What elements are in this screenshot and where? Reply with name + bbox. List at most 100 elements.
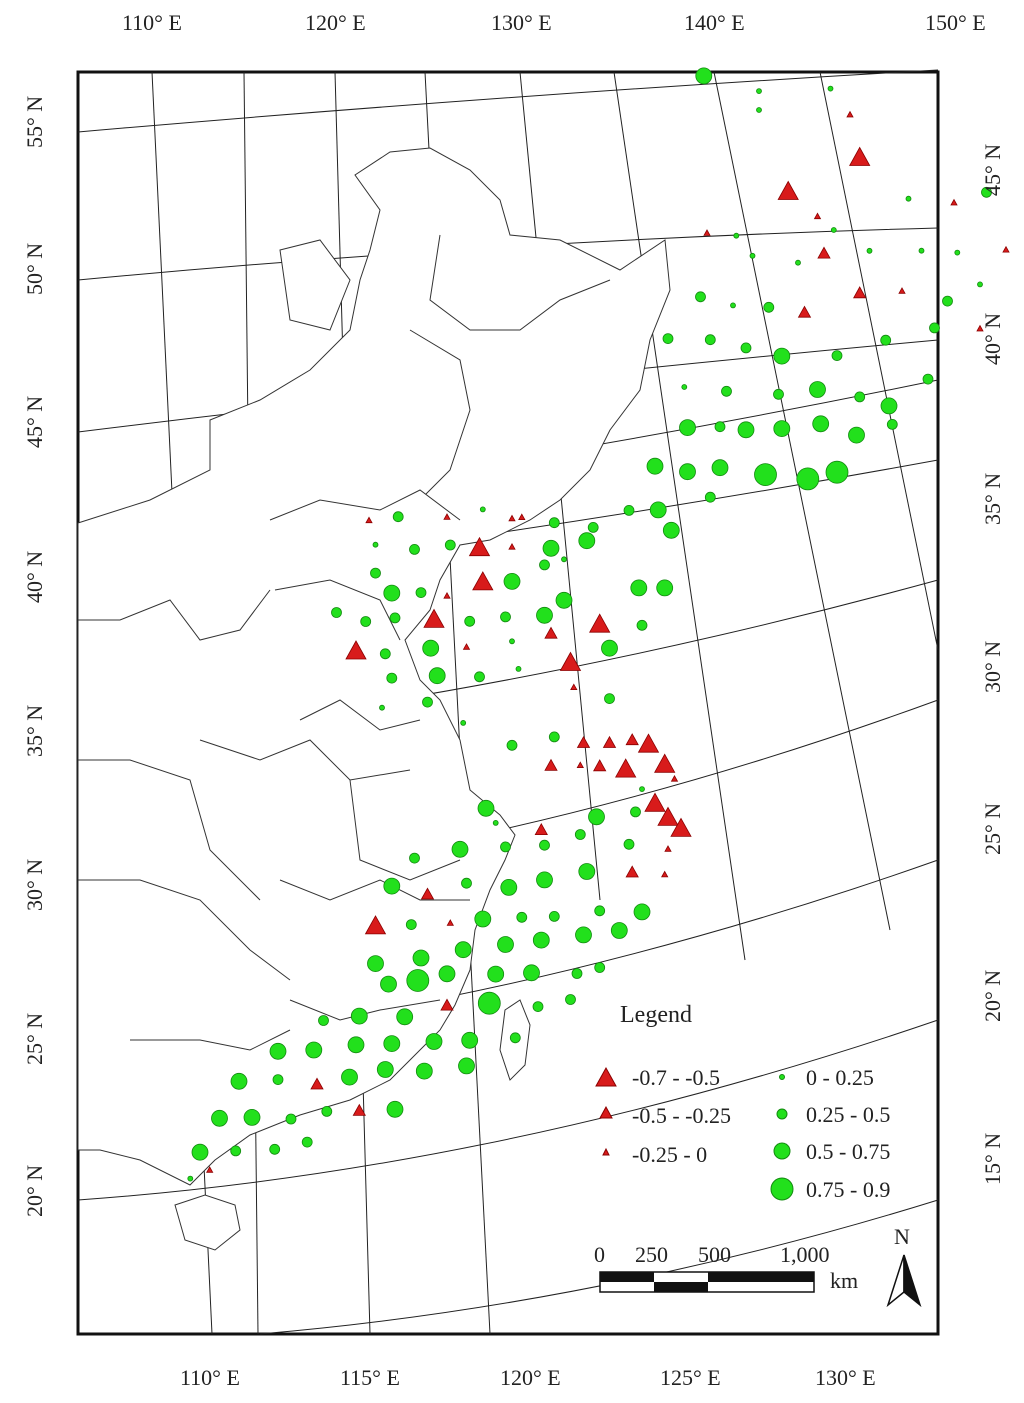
station-positive-marker bbox=[536, 871, 553, 889]
station-positive-marker bbox=[733, 232, 740, 239]
station-positive-marker bbox=[880, 334, 892, 346]
station-positive-marker bbox=[460, 720, 467, 726]
left-tick-label: 55° N bbox=[22, 96, 47, 148]
left-tick-label: 40° N bbox=[22, 551, 47, 603]
station-positive-marker bbox=[730, 302, 736, 309]
station-positive-marker bbox=[711, 459, 729, 477]
station-positive-marker bbox=[555, 591, 573, 609]
station-positive-marker bbox=[922, 373, 934, 385]
right-tick-label: 15° N bbox=[980, 1133, 1005, 1185]
left-tick-label: 35° N bbox=[22, 705, 47, 757]
station-negative-marker bbox=[468, 536, 491, 557]
station-positive-marker bbox=[318, 1015, 329, 1026]
station-positive-marker bbox=[376, 1061, 394, 1078]
station-negative-marker bbox=[644, 792, 666, 812]
station-positive-marker bbox=[704, 491, 716, 503]
station-positive-marker bbox=[695, 291, 706, 303]
station-positive-marker bbox=[578, 863, 596, 880]
station-positive-marker bbox=[500, 841, 511, 853]
legend-symbol-pos-4 bbox=[770, 1177, 794, 1201]
station-positive-marker bbox=[191, 1143, 209, 1161]
station-negative-marker bbox=[777, 180, 799, 200]
station-positive-marker bbox=[737, 421, 755, 439]
station-positive-marker bbox=[646, 457, 664, 475]
station-negative-marker bbox=[846, 110, 854, 118]
station-negative-marker bbox=[654, 753, 676, 773]
station-positive-marker bbox=[386, 672, 398, 684]
station-positive-marker bbox=[918, 247, 925, 254]
top-tick-label: 120° E bbox=[305, 10, 366, 35]
right-tick-label: 45° N bbox=[980, 144, 1005, 196]
station-negative-marker bbox=[576, 735, 591, 748]
station-positive-marker bbox=[681, 384, 688, 390]
station-negative-marker bbox=[849, 146, 871, 166]
station-positive-marker bbox=[516, 911, 528, 923]
station-positive-marker bbox=[428, 667, 446, 685]
station-positive-marker bbox=[438, 965, 456, 983]
legend-title: Legend bbox=[620, 1002, 692, 1028]
station-positive-marker bbox=[444, 539, 456, 551]
station-negative-marker bbox=[446, 919, 454, 926]
station-positive-marker bbox=[756, 88, 762, 94]
station-positive-marker bbox=[360, 616, 372, 627]
right-tick-label: 20° N bbox=[980, 970, 1005, 1022]
station-positive-marker bbox=[588, 808, 605, 826]
station-positive-marker bbox=[977, 281, 983, 288]
station-positive-marker bbox=[415, 587, 427, 598]
legend-label: 0.5 - 0.75 bbox=[806, 1139, 890, 1164]
station-positive-marker bbox=[578, 532, 596, 550]
station-positive-marker bbox=[848, 426, 865, 444]
left-tick-label: 20° N bbox=[22, 1165, 47, 1217]
station-positive-marker bbox=[740, 342, 752, 354]
north-arrow-icon: N bbox=[886, 1224, 922, 1308]
station-positive-marker bbox=[487, 965, 505, 983]
station-positive-marker bbox=[630, 806, 641, 818]
station-positive-marker bbox=[601, 639, 618, 657]
station-positive-marker bbox=[492, 820, 499, 826]
station-positive-marker bbox=[389, 612, 401, 624]
station-negative-marker bbox=[615, 758, 637, 778]
station-positive-marker bbox=[571, 968, 583, 979]
station-positive-marker bbox=[230, 1145, 242, 1157]
station-negative-marker bbox=[950, 198, 958, 206]
station-negative-marker bbox=[797, 305, 812, 318]
station-positive-marker bbox=[532, 1001, 544, 1012]
station-positive-marker bbox=[636, 619, 648, 631]
legend-label: -0.7 - -0.5 bbox=[632, 1065, 720, 1090]
station-positive-marker bbox=[594, 962, 606, 973]
top-tick-label: 110° E bbox=[122, 10, 182, 35]
station-positive-marker bbox=[380, 975, 397, 993]
scale-label: 250 bbox=[635, 1242, 668, 1267]
station-positive-marker bbox=[539, 559, 550, 571]
station-positive-marker bbox=[587, 522, 599, 533]
station-positive-marker bbox=[866, 247, 873, 254]
station-positive-marker bbox=[479, 506, 486, 513]
station-positive-marker bbox=[305, 1041, 323, 1059]
station-positive-marker bbox=[831, 350, 843, 362]
legend-symbol-pos-2 bbox=[776, 1108, 788, 1120]
top-tick-label: 140° E bbox=[684, 10, 745, 35]
station-positive-marker bbox=[396, 1008, 414, 1026]
scale-label: 1,000 bbox=[780, 1242, 830, 1267]
station-positive-marker bbox=[830, 227, 837, 233]
station-positive-marker bbox=[372, 541, 379, 548]
bottom-tick-label: 130° E bbox=[815, 1365, 876, 1390]
station-positive-marker bbox=[285, 1113, 297, 1125]
station-positive-marker bbox=[905, 195, 912, 202]
scale-label: 0 bbox=[594, 1242, 605, 1267]
station-negative-marker bbox=[813, 212, 822, 220]
right-tick-label: 25° N bbox=[980, 803, 1005, 855]
station-positive-marker bbox=[243, 1109, 261, 1126]
station-positive-marker bbox=[749, 252, 756, 259]
scale-label: 500 bbox=[698, 1242, 731, 1267]
station-negative-marker bbox=[462, 643, 471, 650]
station-negative-marker bbox=[664, 845, 672, 852]
station-positive-marker bbox=[409, 544, 420, 555]
legend-symbol-pos-3 bbox=[773, 1142, 791, 1160]
station-negative-marker bbox=[364, 915, 387, 935]
station-positive-marker bbox=[561, 556, 567, 563]
station-negative-marker bbox=[443, 513, 451, 520]
station-positive-marker bbox=[477, 799, 495, 817]
station-positive-marker bbox=[981, 186, 992, 198]
